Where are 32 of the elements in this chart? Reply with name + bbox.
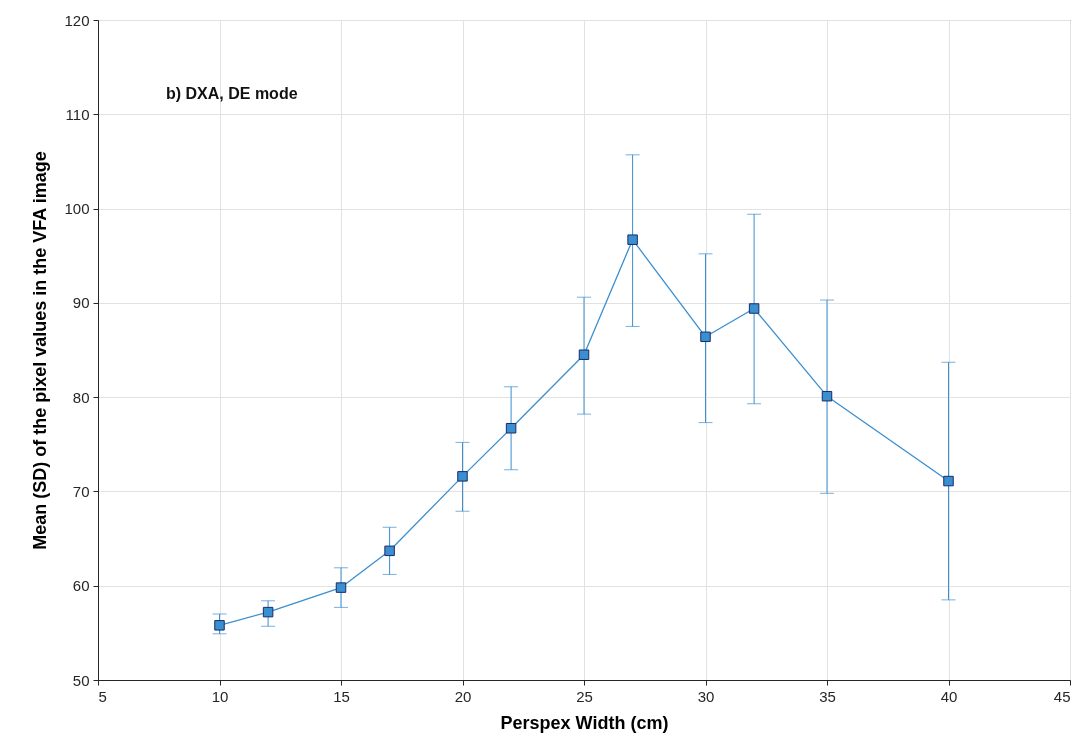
x-tick-label: 40	[940, 687, 958, 705]
y-tick-label: 120	[64, 11, 90, 29]
y-tick-label: 70	[72, 482, 90, 500]
point	[214, 620, 225, 631]
x-tick-label: 35	[819, 687, 836, 705]
y-tick-label: 80	[72, 388, 90, 406]
x-tick-label: 20	[454, 687, 472, 705]
y-tick-label: 110	[65, 105, 90, 123]
y-tick-label: 50	[72, 671, 90, 689]
point	[821, 390, 833, 402]
point	[578, 349, 590, 360]
x-tick-label: 30	[697, 687, 715, 705]
y-tick-label: 60	[72, 577, 90, 595]
point	[505, 423, 517, 434]
x-tick-label: 10	[211, 687, 229, 705]
point	[262, 606, 274, 618]
y-tick-label: 100	[64, 200, 90, 218]
point	[943, 475, 954, 487]
x-tick-label: 25	[576, 687, 593, 705]
y-tick-label: 90	[72, 294, 90, 312]
x-axis-title: Perspex Width (cm)	[500, 712, 669, 733]
point	[384, 545, 395, 557]
y-axis-title: Mean (SD) of the pixel values in the VFA image	[30, 151, 51, 550]
x-tick-label: 45	[1053, 687, 1071, 705]
point	[700, 331, 711, 343]
annotation: b) DXA, DE mode	[166, 85, 298, 102]
x-tick-label: 5	[98, 687, 107, 705]
x-tick-label: 15	[333, 687, 350, 705]
point	[748, 303, 760, 314]
point	[627, 234, 638, 245]
point	[457, 471, 468, 482]
point	[335, 582, 347, 593]
